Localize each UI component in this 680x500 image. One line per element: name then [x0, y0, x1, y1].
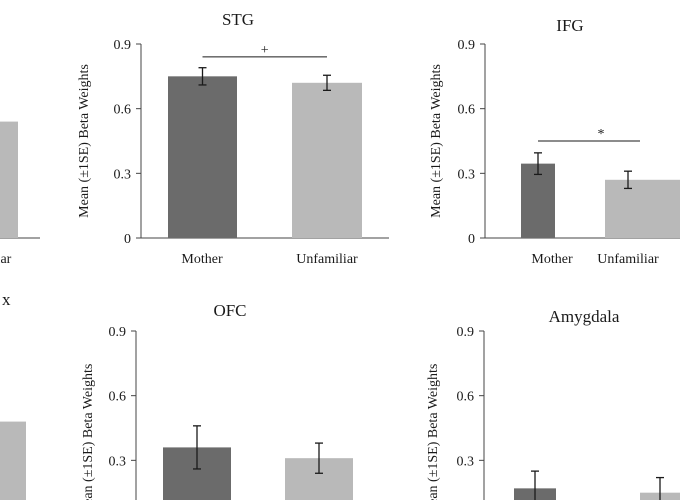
y-tick-label: 0.9: [458, 38, 476, 53]
significance-marker: *: [598, 127, 605, 142]
y-tick-label: 0.3: [458, 167, 476, 182]
y-tick-label: 0.6: [114, 103, 132, 118]
y-tick-label: 0.3: [109, 454, 127, 469]
y-axis-label: Mean (±1SE) Beta Weights: [426, 364, 441, 500]
bar: [521, 163, 555, 238]
y-tick-label: 0.3: [114, 167, 132, 182]
y-tick-label: 0.6: [458, 103, 476, 118]
y-axis-label: Mean (±1SE) Beta Weights: [77, 64, 92, 218]
y-axis-label: Mean (±1SE) Beta Weights: [81, 364, 96, 500]
panel-title: Amygdala: [549, 307, 620, 326]
y-tick-label: 0: [468, 232, 475, 247]
bar: [292, 82, 362, 238]
y-tick-label: 0: [124, 232, 131, 247]
category-label: Mother: [181, 252, 223, 267]
category-label: Unfamiliar: [296, 252, 358, 267]
panel-title: IFG: [556, 16, 583, 35]
panel-title: STG: [222, 10, 254, 29]
y-tick-label: 0.9: [114, 38, 132, 53]
bar: [168, 76, 237, 238]
panel-title: OFC: [213, 301, 246, 320]
significance-marker: +: [261, 43, 269, 58]
y-tick-label: 0.3: [457, 454, 475, 469]
bar: [605, 179, 680, 238]
bar: [0, 421, 26, 500]
y-tick-label: 0.9: [109, 325, 127, 340]
y-tick-label: 0.6: [109, 390, 127, 405]
panel-title: x: [2, 290, 11, 309]
y-axis-label: Mean (±1SE) Beta Weights: [429, 64, 444, 218]
y-tick-label: 0.9: [457, 325, 475, 340]
category-label: liar: [0, 252, 12, 267]
y-tick-label: 0.6: [457, 390, 475, 405]
category-label: Mother: [531, 252, 573, 267]
bar: [0, 121, 18, 238]
category-label: Unfamiliar: [597, 252, 659, 267]
